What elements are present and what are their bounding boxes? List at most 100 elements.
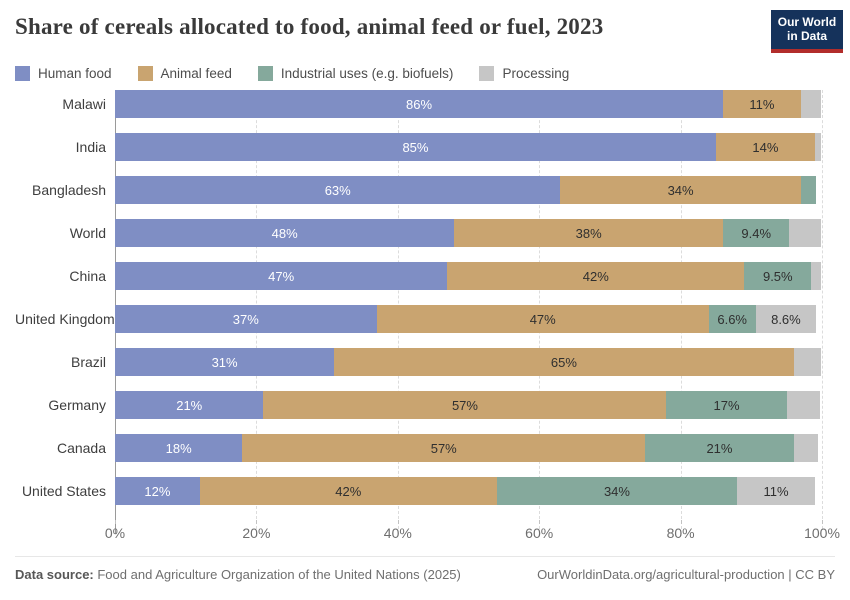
bar-segment-human-food[interactable]: 18% <box>115 434 243 462</box>
bar-segment-industrial-uses[interactable]: 34% <box>496 477 738 505</box>
country-label: Brazil <box>70 354 106 370</box>
bar-row-united-states: United States 12% 42% 34% 11% <box>15 477 822 505</box>
bar-segment-animal-feed[interactable]: 42% <box>199 477 497 505</box>
axis-spacer <box>15 520 115 544</box>
bar-value-label: 65% <box>550 354 577 370</box>
bar-segment-processing[interactable] <box>793 434 818 462</box>
bar-segment-animal-feed[interactable]: 38% <box>454 219 724 247</box>
bar-value-label: 34% <box>667 182 694 198</box>
bar-value-label: 12% <box>144 483 171 499</box>
bar-value-label: 42% <box>335 483 362 499</box>
bar-segment-processing[interactable] <box>800 90 822 118</box>
header: Share of cereals allocated to food, anim… <box>0 0 850 53</box>
bar-rows: Malawi 86% 11% India 85% 14% Bangladesh 63% 34% W… <box>15 90 822 505</box>
legend-item-industrial-uses[interactable]: Industrial uses (e.g. biofuels) <box>257 65 454 81</box>
bar-value-label: 37% <box>232 311 259 327</box>
legend-label: Human food <box>38 65 112 81</box>
bar-track: 48% 38% 9.4% <box>115 219 822 247</box>
bar-segment-processing[interactable]: 8.6% <box>755 305 817 333</box>
bar-segment-processing[interactable] <box>789 219 821 247</box>
x-tick <box>397 520 399 524</box>
bar-segment-human-food[interactable]: 47% <box>115 262 448 290</box>
bar-segment-human-food[interactable]: 85% <box>115 133 716 161</box>
bar-value-label: 6.6% <box>717 311 747 327</box>
bar-value-label: 21% <box>706 440 733 456</box>
bar-segment-human-food[interactable]: 12% <box>115 477 200 505</box>
bar-value-label: 21% <box>176 397 203 413</box>
legend-label: Processing <box>502 65 570 81</box>
country-label: Germany <box>48 397 106 413</box>
bar-row-india: India 85% 14% <box>15 133 822 161</box>
bar-segment-processing[interactable] <box>811 262 822 290</box>
bar-value-label: 85% <box>402 139 429 155</box>
bar-segment-animal-feed[interactable]: 14% <box>715 133 815 161</box>
bar-segment-industrial-uses[interactable]: 9.5% <box>744 262 812 290</box>
bar-row-bangladesh: Bangladesh 63% 34% <box>15 176 822 204</box>
x-tick-label: 40% <box>383 525 412 541</box>
bar-segment-industrial-uses[interactable]: 6.6% <box>708 305 756 333</box>
bar-value-label: 48% <box>271 225 298 241</box>
legend-item-human-food[interactable]: Human food <box>15 65 112 81</box>
bar-segment-industrial-uses[interactable] <box>800 176 817 204</box>
bar-segment-processing[interactable] <box>814 133 822 161</box>
bar-value-label: 47% <box>529 311 556 327</box>
footer-credit-link[interactable]: OurWorldinData.org/agricultural-producti… <box>537 567 835 582</box>
bar-segment-human-food[interactable]: 48% <box>115 219 455 247</box>
country-label: Malawi <box>62 96 106 112</box>
bar-row-united-kingdom: United Kingdom 37% 47% 6.6% 8.6% <box>15 305 822 333</box>
bar-segment-animal-feed[interactable]: 57% <box>263 391 667 419</box>
x-tick-label: 0% <box>104 525 126 541</box>
legend-item-processing[interactable]: Processing <box>479 65 570 81</box>
bar-value-label: 31% <box>211 354 238 370</box>
legend-label: Animal feed <box>160 65 232 81</box>
bar-segment-animal-feed[interactable]: 47% <box>376 305 709 333</box>
bar-segment-industrial-uses[interactable]: 9.4% <box>723 219 790 247</box>
bar-value-label: 34% <box>603 483 630 499</box>
bar-segment-industrial-uses[interactable]: 17% <box>666 391 787 419</box>
x-tick <box>680 520 682 524</box>
bar-segment-animal-feed[interactable]: 11% <box>723 90 801 118</box>
country-label: Bangladesh <box>32 182 106 198</box>
x-tick-label: 60% <box>525 525 554 541</box>
bar-segment-human-food[interactable]: 31% <box>115 348 335 376</box>
legend-swatch-icon <box>137 65 153 81</box>
country-label: India <box>75 139 106 155</box>
bar-segment-animal-feed[interactable]: 34% <box>560 176 801 204</box>
bar-segment-processing[interactable] <box>793 348 821 376</box>
bar-row-brazil: Brazil 31% 65% <box>15 348 822 376</box>
bar-segment-animal-feed[interactable]: 65% <box>334 348 794 376</box>
bar-row-germany: Germany 21% 57% 17% <box>15 391 822 419</box>
bar-segment-industrial-uses[interactable]: 21% <box>645 434 794 462</box>
legend-swatch-icon <box>15 65 30 81</box>
bar-segment-human-food[interactable]: 63% <box>115 176 561 204</box>
bar-value-label: 47% <box>268 268 295 284</box>
bar-value-label: 57% <box>451 397 478 413</box>
legend-label: Industrial uses (e.g. biofuels) <box>280 65 454 81</box>
owid-logo[interactable]: Our World in Data <box>771 10 843 53</box>
bar-row-china: China 47% 42% 9.5% <box>15 262 822 290</box>
country-label: World <box>69 225 106 241</box>
bar-value-label: 9.4% <box>741 225 772 241</box>
bar-segment-animal-feed[interactable]: 57% <box>242 434 646 462</box>
legend-item-animal-feed[interactable]: Animal feed <box>137 65 232 81</box>
data-source-label: Data source: <box>15 567 94 582</box>
bar-track: 31% 65% <box>115 348 822 376</box>
bar-value-label: 86% <box>405 96 433 112</box>
bar-segment-human-food[interactable]: 37% <box>115 305 377 333</box>
bar-row-malawi: Malawi 86% 11% <box>15 90 822 118</box>
bar-track: 21% 57% 17% <box>115 391 822 419</box>
country-label: Canada <box>56 440 106 456</box>
bar-segment-human-food[interactable]: 21% <box>115 391 264 419</box>
bar-segment-processing[interactable] <box>786 391 820 419</box>
country-label: United States <box>21 483 106 499</box>
bar-segment-animal-feed[interactable]: 42% <box>447 262 745 290</box>
bar-value-label: 38% <box>575 225 602 241</box>
bar-track: 12% 42% 34% 11% <box>115 477 822 505</box>
bar-value-label: 14% <box>752 139 779 155</box>
gridline <box>822 90 823 529</box>
bar-segment-human-food[interactable]: 86% <box>115 90 724 118</box>
bar-value-label: 42% <box>582 268 609 284</box>
bar-segment-processing[interactable]: 11% <box>737 477 815 505</box>
axis-track: 0% 20% 40% 60% 80% 100% <box>105 520 840 544</box>
bar-track: 37% 47% 6.6% 8.6% <box>115 305 822 333</box>
